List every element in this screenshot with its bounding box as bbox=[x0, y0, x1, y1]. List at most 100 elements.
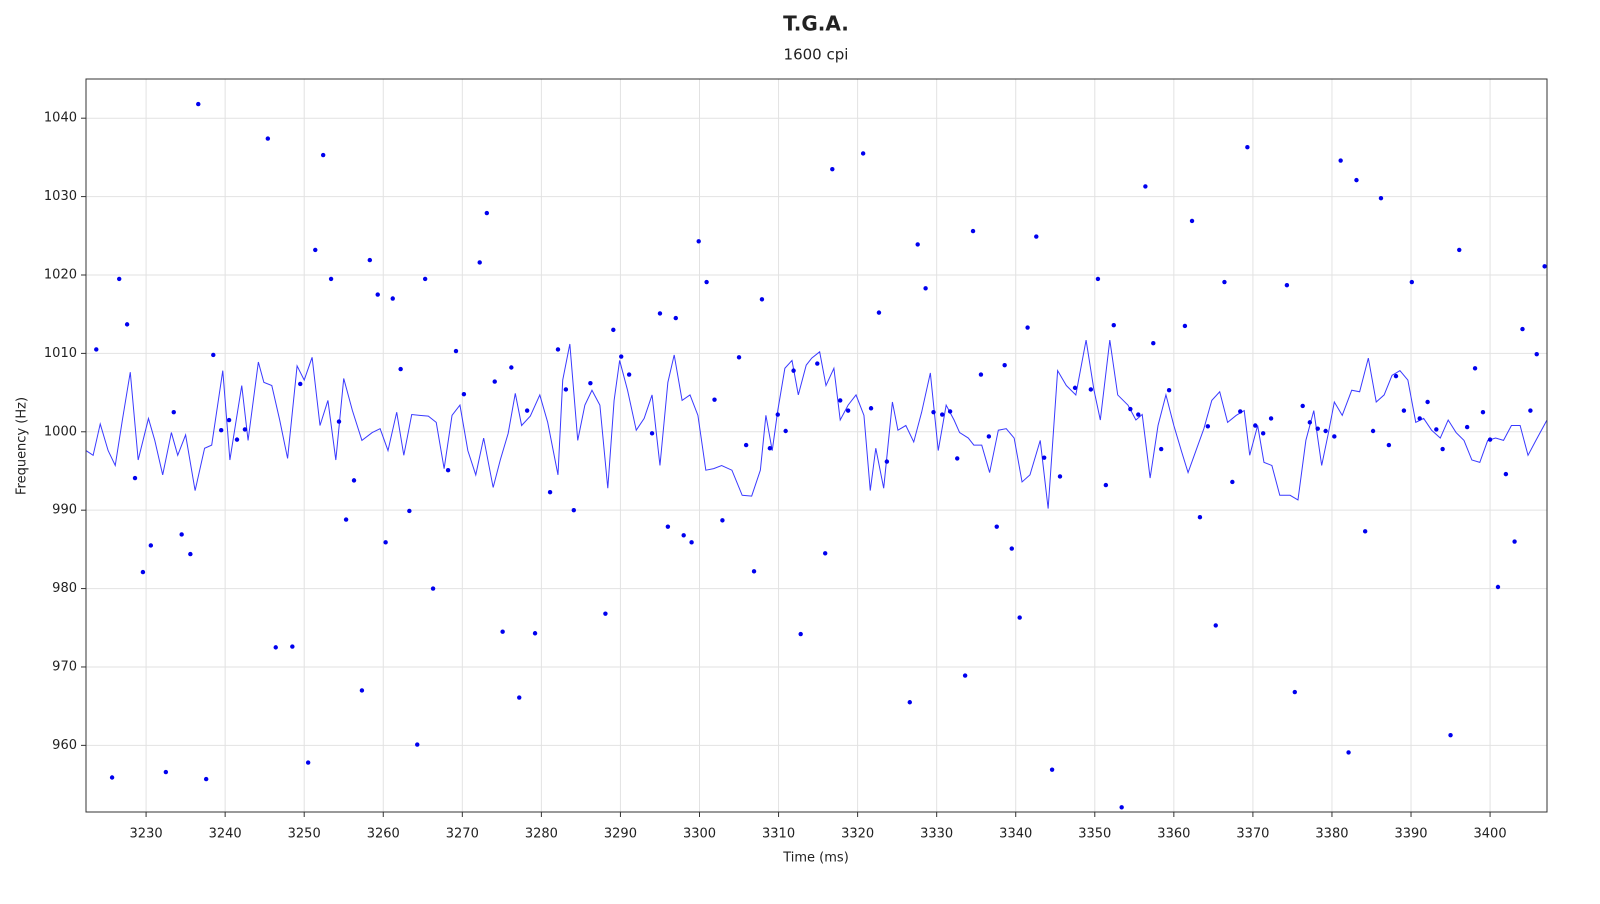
point bbox=[1213, 623, 1218, 628]
y-tick-label: 1030 bbox=[44, 189, 77, 204]
point bbox=[611, 327, 616, 333]
point bbox=[1401, 408, 1407, 413]
point bbox=[390, 296, 395, 301]
x-tick-label: 3260 bbox=[367, 827, 400, 842]
point bbox=[1338, 158, 1343, 163]
point bbox=[1323, 428, 1328, 434]
point bbox=[313, 247, 318, 253]
point bbox=[1417, 416, 1422, 421]
point bbox=[1292, 689, 1298, 695]
y-tick-label: 1040 bbox=[44, 111, 77, 126]
point bbox=[383, 540, 388, 545]
x-tick-label: 3270 bbox=[446, 827, 479, 842]
point bbox=[1409, 279, 1415, 285]
point bbox=[838, 398, 843, 403]
point bbox=[94, 347, 99, 352]
y-tick-label: 1010 bbox=[44, 346, 77, 361]
point bbox=[188, 551, 193, 557]
point bbox=[1017, 615, 1022, 620]
point bbox=[955, 456, 960, 461]
x-tick-label: 3250 bbox=[288, 827, 321, 842]
point bbox=[1158, 446, 1164, 452]
point bbox=[868, 406, 874, 411]
x-tick-label: 3350 bbox=[1078, 827, 1111, 842]
point bbox=[218, 428, 224, 433]
point bbox=[290, 644, 295, 649]
point bbox=[1425, 399, 1430, 405]
point bbox=[375, 292, 380, 297]
x-tick-label: 3380 bbox=[1315, 827, 1348, 842]
point bbox=[1128, 406, 1133, 412]
point bbox=[1111, 322, 1116, 328]
point bbox=[1222, 279, 1227, 285]
y-tick-label: 960 bbox=[52, 738, 77, 753]
point bbox=[1440, 446, 1445, 452]
point bbox=[1238, 409, 1243, 414]
point bbox=[665, 524, 671, 529]
point bbox=[109, 775, 115, 780]
point bbox=[940, 412, 945, 417]
point bbox=[704, 279, 709, 285]
point bbox=[422, 276, 428, 282]
point bbox=[1057, 474, 1063, 479]
point bbox=[430, 586, 436, 591]
point bbox=[681, 533, 686, 538]
point bbox=[1143, 184, 1148, 189]
point bbox=[1307, 420, 1313, 425]
y-tick-label: 980 bbox=[52, 581, 77, 596]
point bbox=[860, 151, 866, 156]
point bbox=[1103, 482, 1109, 488]
point bbox=[226, 417, 232, 423]
point bbox=[720, 518, 725, 523]
point bbox=[931, 409, 936, 415]
point bbox=[524, 408, 530, 413]
point bbox=[947, 409, 953, 414]
point bbox=[712, 397, 717, 402]
point bbox=[673, 315, 678, 321]
point bbox=[736, 355, 742, 360]
point bbox=[876, 310, 882, 315]
x-axis-label: Time (ms) bbox=[782, 851, 849, 866]
point bbox=[1088, 387, 1094, 392]
x-tick-label: 3240 bbox=[209, 827, 242, 842]
plot-frame bbox=[85, 78, 1548, 813]
point bbox=[775, 412, 780, 417]
x-tick-label: 3330 bbox=[920, 827, 953, 842]
point bbox=[477, 260, 482, 265]
point bbox=[273, 645, 278, 650]
point bbox=[1034, 234, 1039, 239]
point bbox=[1205, 424, 1211, 429]
point bbox=[367, 257, 373, 263]
point bbox=[1464, 424, 1470, 430]
point bbox=[649, 431, 655, 436]
point bbox=[923, 286, 928, 291]
point bbox=[132, 475, 138, 481]
point bbox=[830, 166, 835, 172]
point bbox=[484, 210, 490, 216]
point bbox=[619, 354, 624, 359]
point bbox=[791, 368, 796, 373]
point bbox=[1230, 479, 1235, 485]
point bbox=[1346, 750, 1351, 755]
point bbox=[815, 361, 820, 366]
y-tick-label: 1020 bbox=[44, 267, 77, 282]
x-tick-label: 3400 bbox=[1474, 827, 1507, 842]
point bbox=[265, 136, 271, 141]
point bbox=[203, 776, 209, 782]
point bbox=[563, 387, 569, 392]
point bbox=[117, 276, 122, 282]
point bbox=[398, 366, 403, 372]
point bbox=[415, 742, 420, 747]
x-tick-label: 3360 bbox=[1157, 827, 1190, 842]
grid bbox=[86, 79, 1547, 812]
point bbox=[1049, 767, 1055, 772]
point bbox=[1370, 428, 1376, 434]
point bbox=[1095, 276, 1101, 282]
point bbox=[970, 228, 976, 234]
chart-subtitle: 1600 cpi bbox=[784, 46, 849, 64]
point bbox=[1182, 323, 1188, 329]
point bbox=[407, 508, 412, 514]
x-tick-label: 3320 bbox=[841, 827, 874, 842]
point bbox=[1495, 584, 1501, 590]
point bbox=[1457, 247, 1462, 253]
